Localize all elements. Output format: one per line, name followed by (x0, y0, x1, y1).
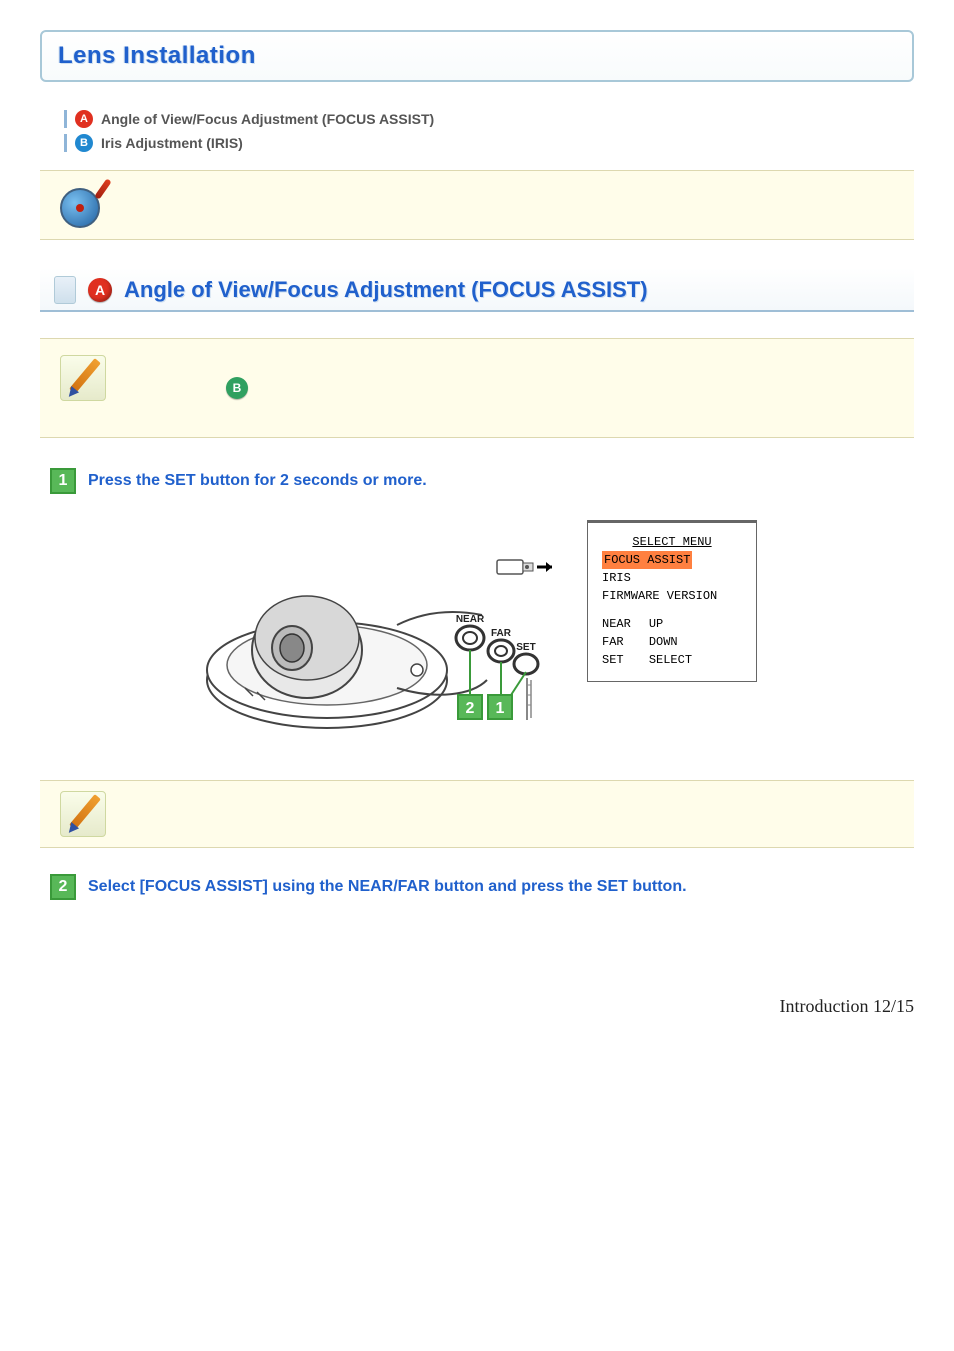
table-of-contents: A Angle of View/Focus Adjustment (FOCUS … (64, 110, 914, 152)
badge-b-icon: B (75, 134, 93, 152)
camera-illustration: NEAR FAR SET 2 1 (197, 520, 557, 750)
ctrl-down: DOWN (649, 633, 692, 651)
badge-a-icon: A (75, 110, 93, 128)
ctrl-up: UP (649, 615, 692, 633)
toc-item-b[interactable]: B Iris Adjustment (IRIS) (64, 134, 914, 152)
memo-banner: B (40, 338, 914, 438)
step-2-number: 2 (50, 874, 76, 900)
callout-2: 2 (466, 700, 475, 717)
callout-1: 1 (496, 700, 505, 717)
section-a-header: A Angle of View/Focus Adjustment (FOCUS … (40, 268, 914, 312)
menu-item-firmware: FIRMWARE VERSION (602, 587, 742, 605)
step-1-row: 1 Press the SET button for 2 seconds or … (50, 468, 914, 494)
near-label: NEAR (456, 614, 485, 625)
toc-label-a: Angle of View/Focus Adjustment (FOCUS AS… (101, 111, 434, 127)
memo-pencil-icon-2 (60, 791, 106, 837)
memo-pencil-icon (60, 355, 106, 401)
section-a-title: Angle of View/Focus Adjustment (FOCUS AS… (124, 277, 648, 303)
memo-b-badge: B (226, 377, 248, 399)
section-tab-icon (54, 276, 76, 304)
step-1-text: Press the SET button for 2 seconds or mo… (88, 472, 427, 490)
diagram-area: NEAR FAR SET 2 1 (40, 520, 914, 750)
important-note-banner (40, 170, 914, 240)
ctrl-near: NEAR (602, 615, 631, 633)
step-2-row: 2 Select [FOCUS ASSIST] using the NEAR/F… (50, 874, 914, 900)
set-label: SET (516, 642, 535, 653)
toc-label-b: Iris Adjustment (IRIS) (101, 135, 243, 151)
step-2-text: Select [FOCUS ASSIST] using the NEAR/FAR… (88, 878, 687, 896)
ctrl-select: SELECT (649, 651, 692, 669)
section-a-badge: A (88, 278, 112, 302)
menu-item-focus-assist: FOCUS ASSIST (602, 551, 692, 569)
ctrl-set: SET (602, 651, 631, 669)
toc-item-a[interactable]: A Angle of View/Focus Adjustment (FOCUS … (64, 110, 914, 128)
menu-screen: SELECT MENU FOCUS ASSIST IRIS FIRMWARE V… (587, 520, 757, 682)
far-label: FAR (491, 628, 512, 639)
menu-title: SELECT MENU (602, 533, 742, 551)
menu-item-iris: IRIS (602, 569, 742, 587)
ctrl-far: FAR (602, 633, 631, 651)
memo-banner-2 (40, 780, 914, 848)
pushpin-icon (60, 184, 102, 226)
page-footer: Introduction 12/15 (0, 956, 954, 1047)
page-title-box: Lens Installation (40, 30, 914, 82)
step-1-number: 1 (50, 468, 76, 494)
page-title: Lens Installation (58, 42, 256, 69)
